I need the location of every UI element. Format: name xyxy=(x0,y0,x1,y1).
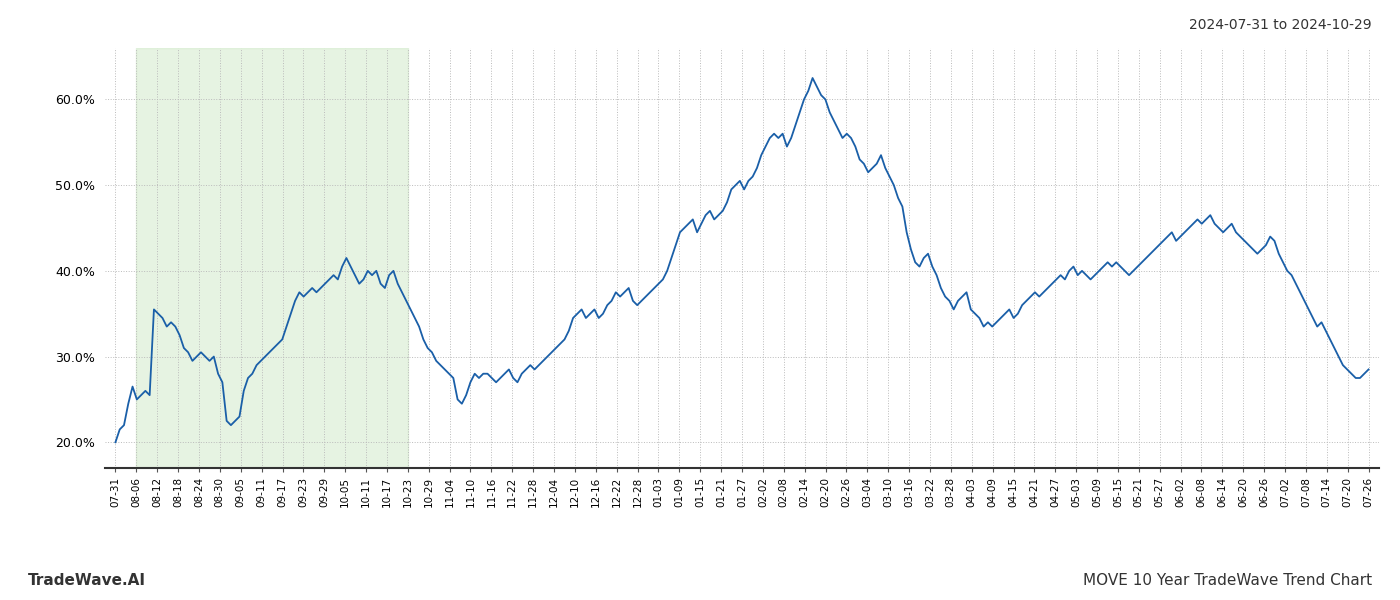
Text: TradeWave.AI: TradeWave.AI xyxy=(28,573,146,588)
Text: MOVE 10 Year TradeWave Trend Chart: MOVE 10 Year TradeWave Trend Chart xyxy=(1082,573,1372,588)
Bar xyxy=(136,48,407,468)
Text: 2024-07-31 to 2024-10-29: 2024-07-31 to 2024-10-29 xyxy=(1190,18,1372,32)
